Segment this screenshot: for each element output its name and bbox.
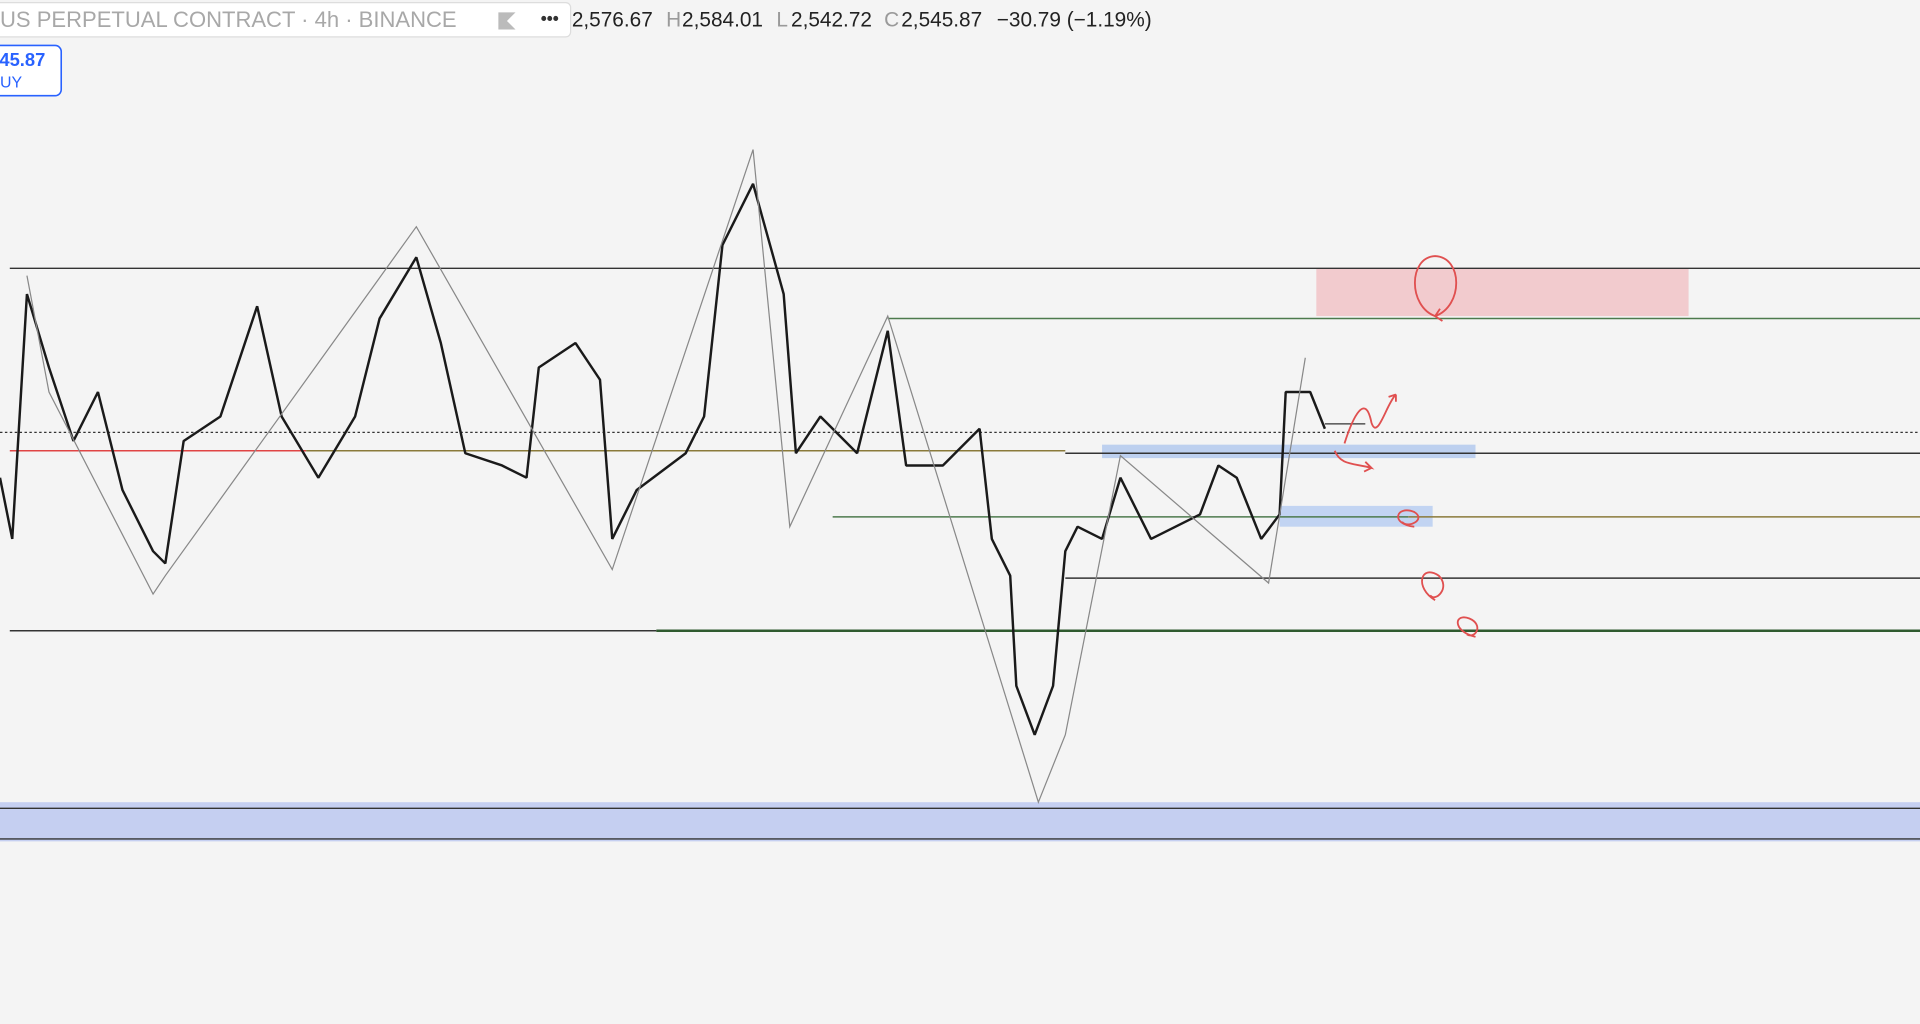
open-value: 2,576.67 bbox=[572, 8, 653, 31]
high-value: 2,584.01 bbox=[682, 8, 763, 31]
price-path bbox=[0, 183, 1327, 736]
symbol: US PERPETUAL CONTRACT · 4h · BINANCE bbox=[0, 7, 457, 32]
arrow-up bbox=[1343, 393, 1397, 444]
annotations bbox=[1333, 255, 1479, 638]
demand-zone bbox=[1102, 444, 1476, 459]
scribble bbox=[1421, 571, 1445, 601]
change-value: −30.79 (−1.19%) bbox=[997, 8, 1152, 31]
scribble bbox=[1456, 616, 1479, 638]
low-label: L bbox=[776, 8, 788, 31]
ohlc: 2,576.67 H 2,584.01 L 2,542.72 C 2,545.8… bbox=[572, 8, 1152, 31]
high-label: H bbox=[666, 8, 681, 31]
menu-button[interactable]: ••• bbox=[541, 8, 559, 28]
close-value: 2,545.87 bbox=[901, 8, 982, 31]
symbol-box[interactable] bbox=[0, 2, 572, 38]
order-side: UY bbox=[0, 75, 22, 92]
buy-button[interactable] bbox=[0, 44, 63, 97]
scribble bbox=[1414, 255, 1457, 322]
arrow-down bbox=[1333, 450, 1375, 473]
close-label: C bbox=[884, 8, 899, 31]
levels bbox=[0, 267, 1920, 840]
low-value: 2,542.72 bbox=[791, 8, 872, 31]
wick-path bbox=[26, 149, 1306, 805]
scribble bbox=[1397, 509, 1420, 528]
resistance-zone bbox=[1316, 268, 1689, 317]
order-price: 45.87 bbox=[0, 49, 45, 70]
